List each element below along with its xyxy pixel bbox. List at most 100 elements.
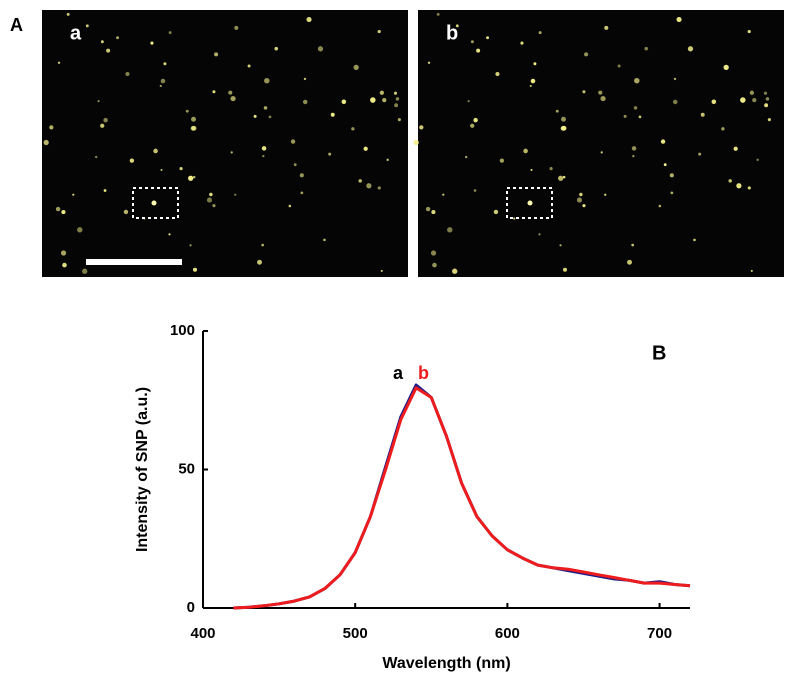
- particle: [62, 262, 67, 268]
- particle: [192, 267, 198, 272]
- x-tick-label: 700: [647, 625, 672, 642]
- particle: [353, 64, 359, 71]
- particle: [465, 155, 468, 159]
- particle: [160, 78, 166, 84]
- particle: [261, 243, 264, 247]
- particle: [212, 204, 216, 208]
- line-series: [233, 386, 691, 610]
- particle: [604, 193, 607, 196]
- particle: [43, 139, 49, 146]
- particle: [261, 146, 267, 151]
- particle: [72, 193, 75, 196]
- image-a: [42, 10, 408, 277]
- panel-label: A: [10, 15, 23, 35]
- particle: [670, 191, 674, 195]
- particle: [493, 209, 499, 215]
- particle: [351, 127, 355, 131]
- particle: [747, 29, 751, 34]
- particle: [530, 168, 533, 171]
- particle: [740, 97, 746, 103]
- particle: [633, 106, 638, 110]
- y-axis-label: Intensity of SNP (a.u.): [134, 387, 151, 552]
- particle: [582, 204, 586, 208]
- particle: [473, 117, 478, 123]
- particle: [644, 46, 649, 51]
- particle: [192, 175, 196, 179]
- particle: [168, 233, 171, 236]
- particle: [711, 99, 717, 105]
- particle: [125, 72, 130, 77]
- particle: [123, 209, 129, 215]
- particle: [257, 259, 262, 265]
- particle: [185, 109, 189, 113]
- particle: [363, 146, 368, 151]
- particle: [153, 148, 158, 154]
- particle: [317, 46, 324, 52]
- particle: [736, 183, 742, 189]
- particle: [413, 139, 419, 146]
- particle: [764, 103, 769, 108]
- particle: [82, 268, 88, 274]
- particle: [179, 167, 183, 171]
- particle: [370, 97, 376, 103]
- particle: [150, 41, 154, 45]
- particle: [293, 163, 297, 167]
- image-label: a: [70, 22, 82, 44]
- particle: [85, 24, 89, 28]
- particle: [436, 12, 440, 16]
- particle: [598, 90, 603, 95]
- particle: [432, 262, 437, 268]
- particle: [584, 52, 589, 57]
- particle: [393, 91, 398, 95]
- particle: [57, 61, 61, 64]
- particle: [562, 267, 568, 272]
- particle: [623, 114, 627, 118]
- particle: [756, 158, 759, 162]
- particle: [561, 116, 566, 122]
- particle: [527, 200, 533, 206]
- particle: [253, 114, 257, 118]
- particle: [419, 125, 424, 130]
- particle: [721, 127, 725, 131]
- particle: [212, 90, 216, 94]
- x-tick-label: 400: [190, 625, 215, 642]
- particle: [129, 158, 135, 163]
- particle: [97, 100, 100, 103]
- particle: [60, 250, 67, 256]
- image-label: b: [446, 22, 458, 44]
- particle: [95, 155, 98, 159]
- x-tick-label: 600: [495, 625, 520, 642]
- particle: [100, 123, 105, 128]
- particle: [538, 233, 541, 236]
- particle: [247, 64, 251, 68]
- y-tick-label: 0: [187, 599, 195, 616]
- particle: [634, 77, 640, 84]
- particle: [377, 29, 381, 34]
- particle: [750, 269, 753, 272]
- particle: [767, 118, 771, 122]
- particle: [600, 151, 603, 154]
- particle: [555, 109, 559, 113]
- particle: [100, 40, 104, 44]
- particle: [330, 112, 335, 117]
- particle: [306, 17, 312, 23]
- particle: [579, 192, 583, 197]
- particle: [303, 77, 307, 81]
- particle: [523, 148, 528, 154]
- particle: [530, 78, 536, 84]
- particle: [358, 179, 362, 183]
- particle: [495, 72, 500, 77]
- scale-bar: [86, 259, 182, 265]
- particle: [323, 238, 326, 242]
- particle: [290, 139, 296, 144]
- particle: [749, 90, 755, 95]
- particle: [299, 173, 304, 178]
- annotation: a: [393, 363, 404, 383]
- particle: [693, 238, 696, 242]
- particle: [159, 84, 162, 88]
- particle: [513, 217, 516, 220]
- line-series: [233, 383, 691, 610]
- particle: [700, 112, 705, 117]
- particle: [632, 155, 635, 158]
- chart: 0 50 100 400 500 600 700 Wavelength (nm) Intensi…: [134, 322, 691, 672]
